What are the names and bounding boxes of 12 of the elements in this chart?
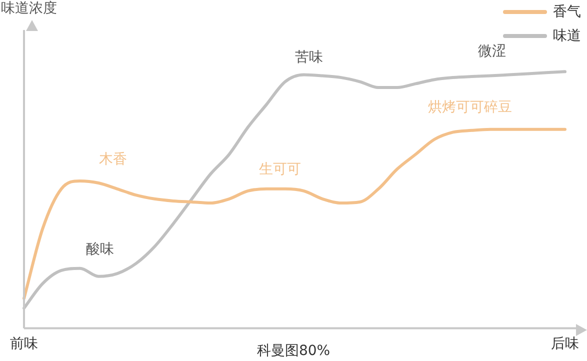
x-tick-label: 前味	[10, 336, 38, 352]
annotation: 酸味	[86, 242, 114, 258]
text: 苦味	[295, 50, 323, 66]
x-tick-label: 后味	[551, 336, 579, 352]
annotation: 木香	[99, 152, 127, 168]
legend-label: 味道	[553, 27, 581, 45]
legend-label: 香气	[553, 3, 581, 21]
text: 味道浓度	[1, 0, 57, 17]
x-axis-title: 科曼图80%	[256, 343, 330, 359]
text: 微涩	[478, 44, 506, 60]
annotation: 烘烤可可碎豆	[428, 100, 512, 116]
annotation: 生可可	[259, 162, 301, 178]
